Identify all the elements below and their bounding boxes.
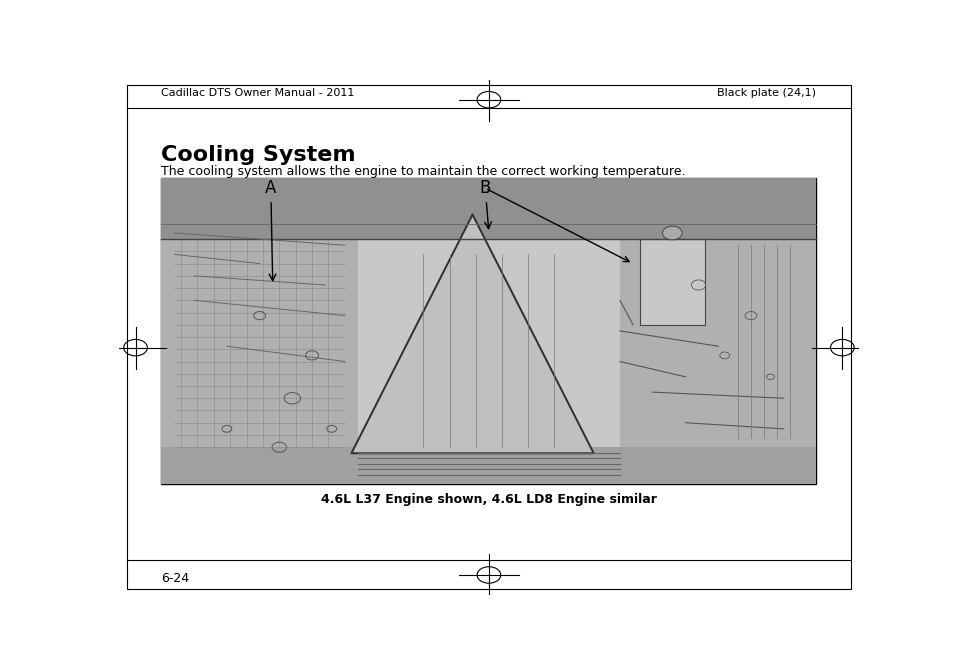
Text: Cooling System: Cooling System — [161, 145, 355, 165]
Text: The cooling system allows the engine to maintain the correct working temperature: The cooling system allows the engine to … — [161, 165, 685, 178]
Bar — [161, 178, 357, 484]
Text: 6-24: 6-24 — [161, 572, 190, 584]
Text: 4.6L L37 Engine shown, 4.6L LD8 Engine similar: 4.6L L37 Engine shown, 4.6L LD8 Engine s… — [320, 493, 657, 506]
Text: A: A — [265, 179, 276, 281]
Text: B: B — [479, 179, 491, 228]
Polygon shape — [351, 214, 593, 454]
Circle shape — [661, 226, 681, 240]
Text: Black plate (24,1): Black plate (24,1) — [717, 88, 816, 98]
Bar — [357, 178, 619, 484]
Bar — [161, 447, 816, 484]
Text: Cadillac DTS Owner Manual - 2011: Cadillac DTS Owner Manual - 2011 — [161, 88, 355, 98]
Bar — [639, 239, 704, 325]
Bar — [161, 178, 816, 484]
Bar — [161, 178, 816, 239]
Bar — [619, 178, 816, 484]
